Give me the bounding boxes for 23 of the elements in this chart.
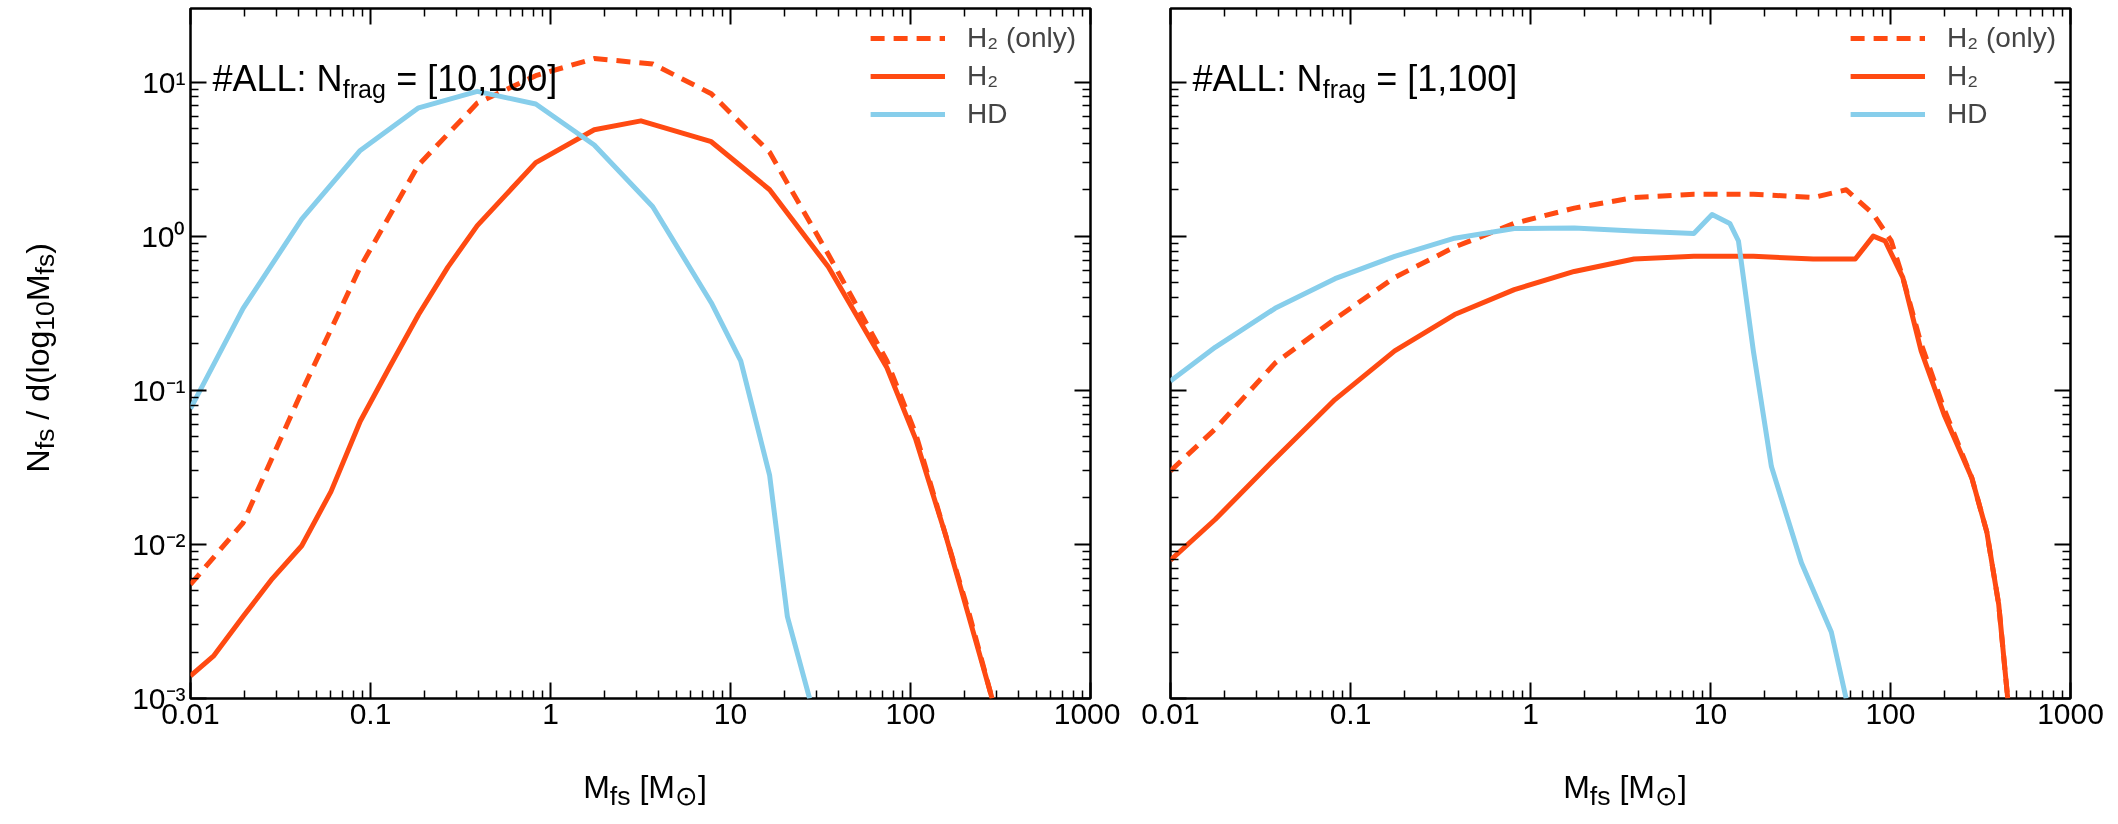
legend-label: H₂ (only)	[967, 22, 1076, 54]
x-axis-title: M$_{fs}$ [M$_{⊙}$]	[1562, 768, 1688, 814]
x-axis-title: M$_{fs}$ [M$_{⊙}$]	[582, 768, 708, 814]
x-tick-label: 10	[713, 696, 748, 730]
legend-label: HD	[1947, 98, 1988, 130]
legend-label: HD	[967, 98, 1008, 130]
x-tick-label: 1000	[2037, 696, 2104, 730]
x-tick-label: 100	[1865, 696, 1916, 730]
x-tick-label: 1	[542, 696, 559, 730]
legend-label: H₂	[967, 60, 999, 92]
x-tick-label: 0.1	[1329, 696, 1372, 730]
x-tick-label: 0.01	[1141, 696, 1200, 730]
legend-label: H₂	[1947, 60, 1979, 92]
x-tick-label: 100	[885, 696, 936, 730]
y-tick-label: 10⁻²	[132, 527, 186, 561]
y-tick-label: 10⁻¹	[132, 373, 186, 407]
x-tick-label: 1000	[1053, 696, 1121, 730]
x-tick-label: 1	[1522, 696, 1539, 730]
legend-label: H₂ (only)	[1947, 22, 2056, 54]
x-tick-label: 0.1	[349, 696, 392, 730]
y-tick-label: 10¹	[142, 65, 186, 99]
y-tick-label: 10⁰	[141, 219, 186, 253]
x-tick-label: 10	[1693, 696, 1728, 730]
